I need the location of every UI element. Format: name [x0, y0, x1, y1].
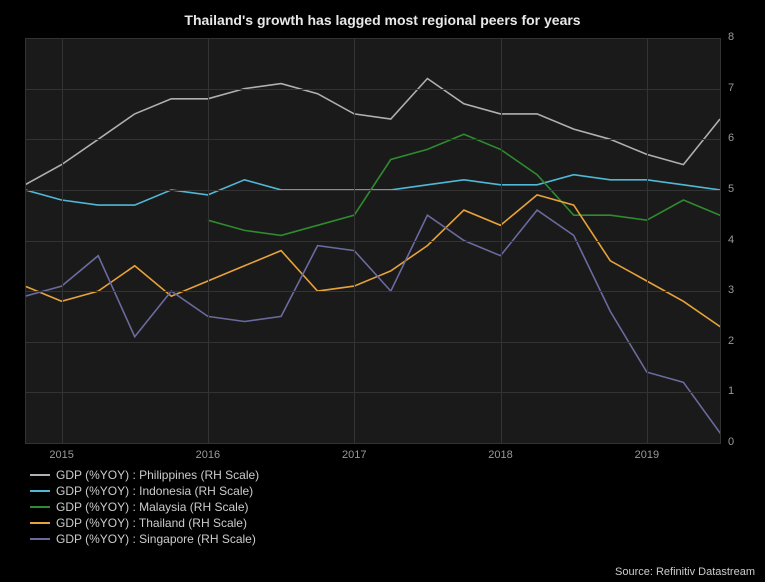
legend-label: GDP (%YOY) : Malaysia (RH Scale)	[56, 499, 249, 515]
y-tick-label: 5	[728, 183, 734, 195]
legend-item: GDP (%YOY) : Malaysia (RH Scale)	[30, 499, 259, 515]
x-tick-label: 2016	[196, 449, 220, 461]
legend-label: GDP (%YOY) : Indonesia (RH Scale)	[56, 483, 253, 499]
y-tick-label: 2	[728, 335, 734, 347]
series-line	[25, 210, 720, 433]
legend-item: GDP (%YOY) : Indonesia (RH Scale)	[30, 483, 259, 499]
y-gridline	[25, 190, 720, 191]
x-gridline	[647, 38, 648, 443]
y-tick-label: 4	[728, 234, 734, 246]
legend-swatch	[30, 538, 50, 540]
x-gridline	[62, 38, 63, 443]
y-gridline	[25, 342, 720, 343]
x-tick-label: 2019	[635, 449, 659, 461]
legend-swatch	[30, 474, 50, 476]
y-tick-label: 6	[728, 132, 734, 144]
legend: GDP (%YOY) : Philippines (RH Scale)GDP (…	[30, 467, 259, 547]
x-gridline	[501, 38, 502, 443]
series-line	[25, 79, 720, 185]
x-tick-label: 2015	[49, 449, 73, 461]
legend-item: GDP (%YOY) : Thailand (RH Scale)	[30, 515, 259, 531]
y-tick-label: 0	[728, 436, 734, 448]
plot-area	[25, 38, 720, 443]
y-tick-label: 8	[728, 31, 734, 43]
source-label: Source: Refinitiv Datastream	[615, 566, 755, 578]
legend-swatch	[30, 522, 50, 524]
chart-title: Thailand's growth has lagged most region…	[0, 0, 765, 28]
y-gridline	[25, 38, 720, 39]
x-gridline	[208, 38, 209, 443]
y-gridline	[25, 443, 720, 444]
y-tick-label: 1	[728, 385, 734, 397]
y-gridline	[25, 89, 720, 90]
legend-item: GDP (%YOY) : Philippines (RH Scale)	[30, 467, 259, 483]
x-gridline	[354, 38, 355, 443]
y-gridline	[25, 291, 720, 292]
legend-swatch	[30, 506, 50, 508]
legend-label: GDP (%YOY) : Philippines (RH Scale)	[56, 467, 259, 483]
chart-container: Thailand's growth has lagged most region…	[0, 0, 765, 582]
legend-label: GDP (%YOY) : Thailand (RH Scale)	[56, 515, 247, 531]
legend-item: GDP (%YOY) : Singapore (RH Scale)	[30, 531, 259, 547]
x-tick-label: 2017	[342, 449, 366, 461]
legend-label: GDP (%YOY) : Singapore (RH Scale)	[56, 531, 256, 547]
y-tick-label: 3	[728, 284, 734, 296]
legend-swatch	[30, 490, 50, 492]
y-tick-label: 7	[728, 82, 734, 94]
series-line	[25, 195, 720, 327]
x-tick-label: 2018	[488, 449, 512, 461]
y-gridline	[25, 241, 720, 242]
y-gridline	[25, 392, 720, 393]
y-gridline	[25, 139, 720, 140]
